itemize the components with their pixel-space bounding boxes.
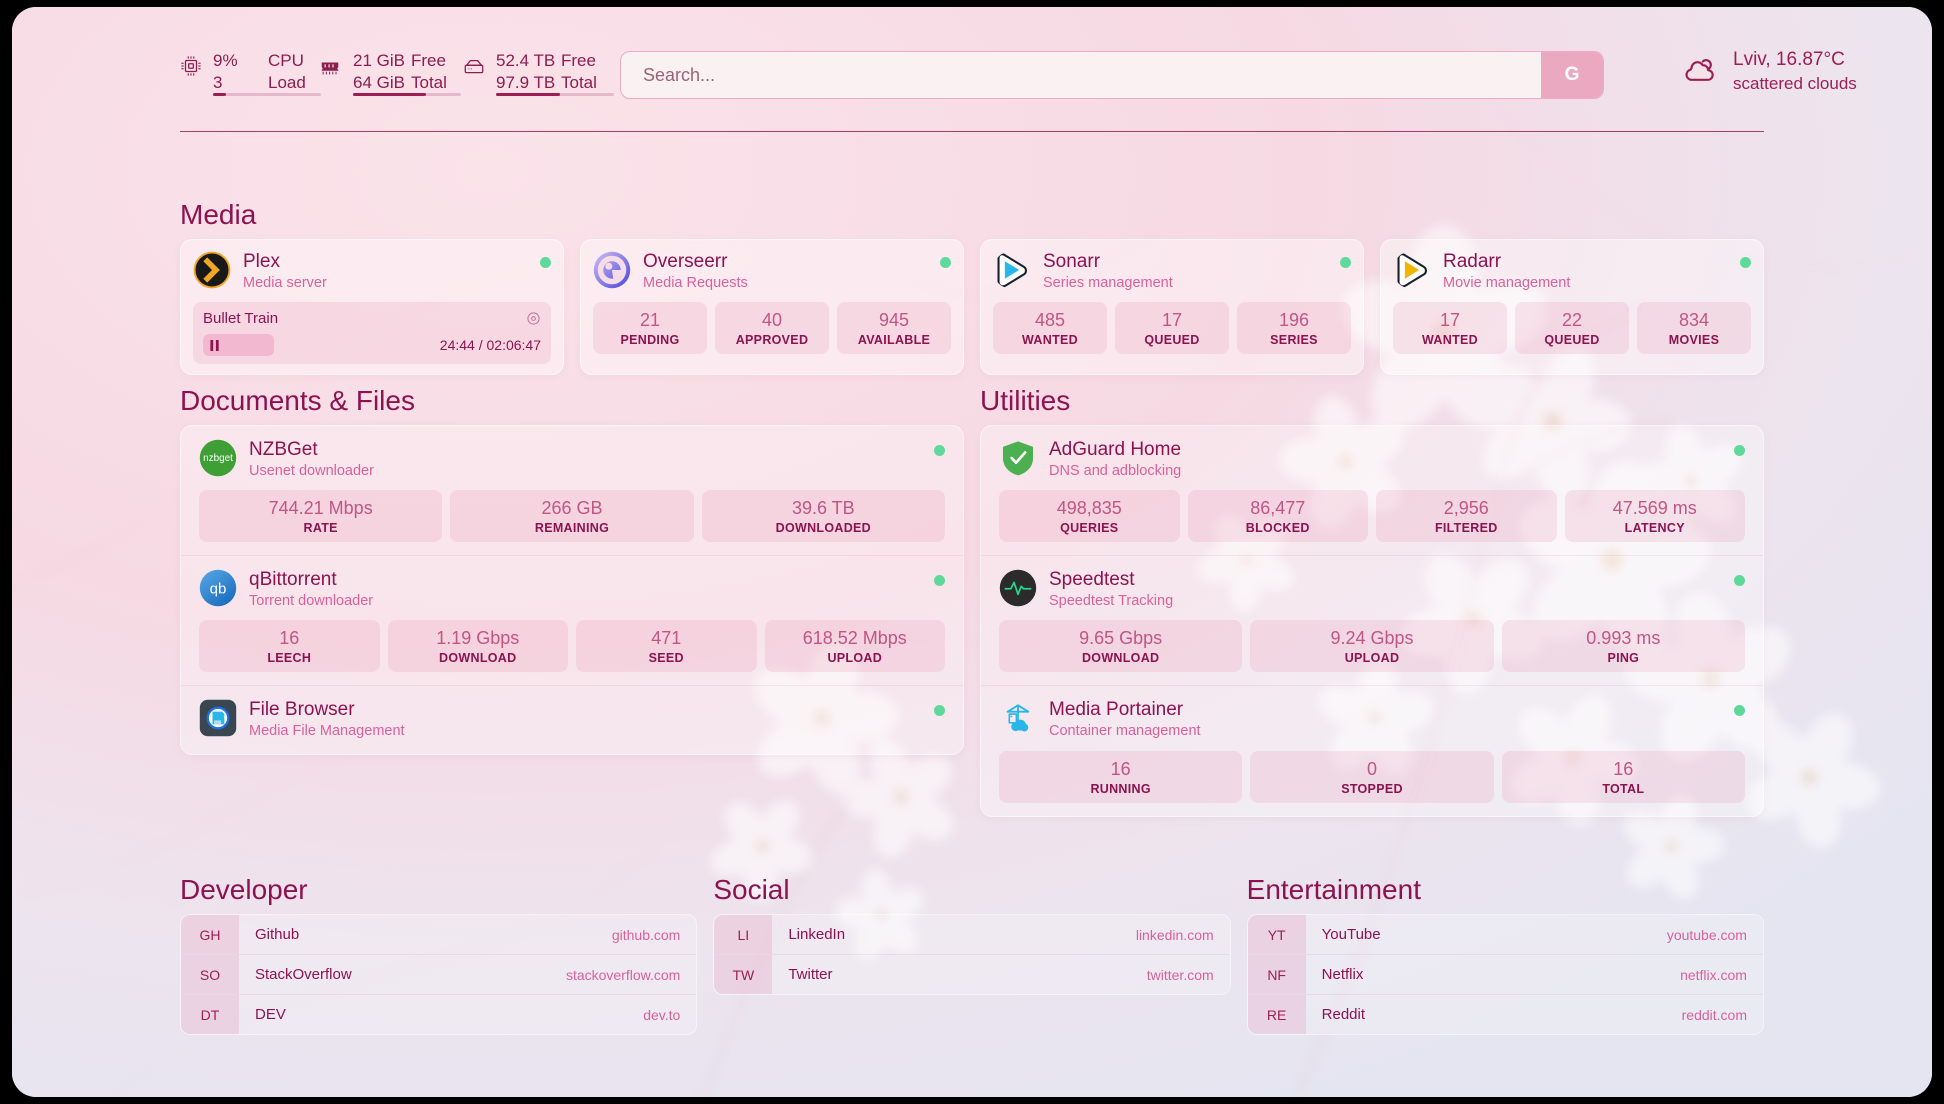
svg-text:qb: qb — [210, 581, 227, 598]
svg-text:nzbget: nzbget — [203, 453, 233, 464]
